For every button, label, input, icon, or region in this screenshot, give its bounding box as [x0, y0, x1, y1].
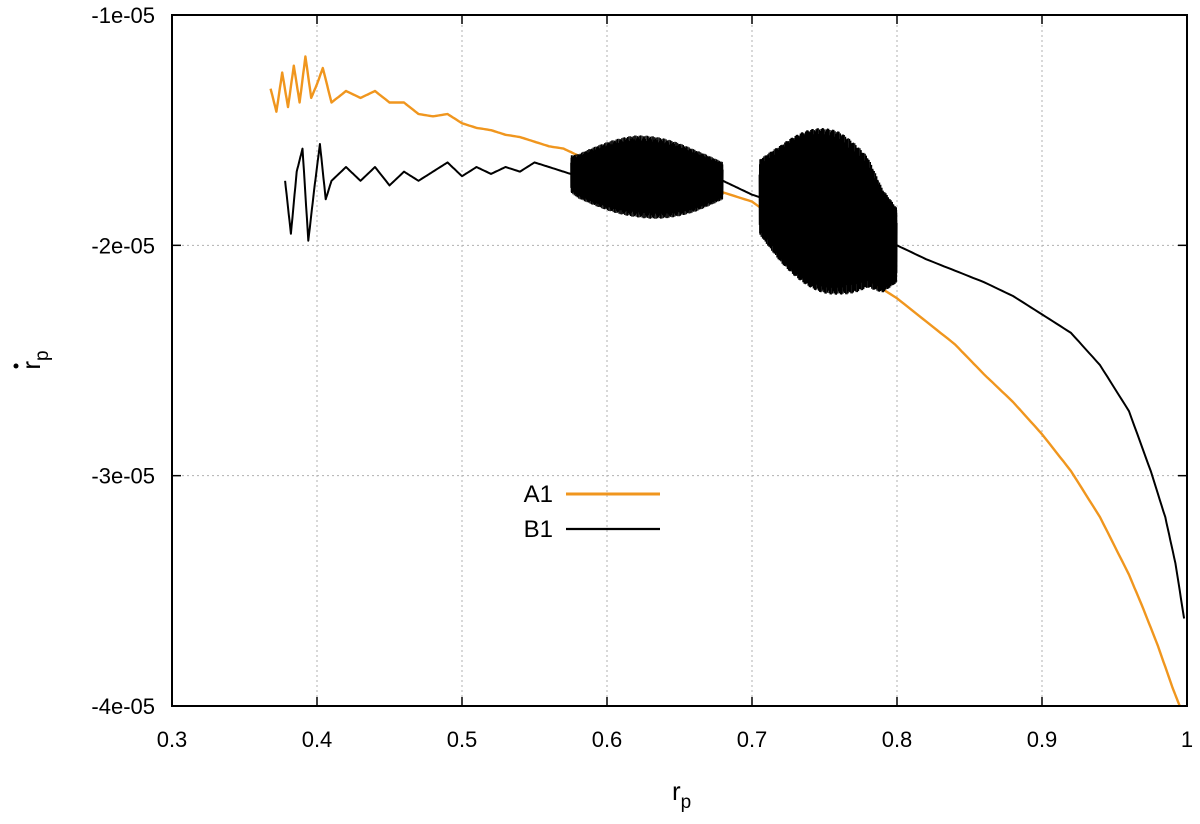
- svg-text:rp: rp: [672, 776, 691, 813]
- y-tick-label: -2e-05: [91, 233, 155, 258]
- grid-lines: [172, 15, 1187, 706]
- y-tick-label: -4e-05: [91, 694, 155, 719]
- y-tick-label: -1e-05: [91, 3, 155, 28]
- series-b1-line: [284, 143, 1186, 619]
- legend: A1 B1: [524, 481, 660, 543]
- x-tick-label: 0.3: [157, 727, 188, 752]
- x-tick-label: 1: [1181, 727, 1193, 752]
- y-axis-label-sub: p: [32, 350, 53, 361]
- series-b1-noise-band: [570, 135, 724, 219]
- x-tick-label: 0.6: [592, 727, 623, 752]
- x-tick-label: 0.5: [447, 727, 478, 752]
- x-tick-label: 0.7: [737, 727, 768, 752]
- series-a1-line: [269, 55, 1181, 707]
- series-b1-noise-band: [758, 127, 898, 295]
- x-tick-label: 0.8: [882, 727, 913, 752]
- legend-label-a1: A1: [524, 481, 553, 508]
- y-tick-label: -3e-05: [91, 464, 155, 489]
- legend-label-b1: B1: [524, 516, 553, 543]
- y-axis-label: rp: [13, 350, 53, 370]
- y-axis-label-main: r: [16, 361, 46, 370]
- axis-ticks: [171, 14, 1188, 707]
- series-lines: [269, 55, 1186, 707]
- y-axis-label-dot: [13, 363, 19, 369]
- tick-labels: 0.3 0.4 0.5 0.6 0.7 0.8 0.9 1 -1e-05 -2e-05 -3e-05…: [91, 3, 1193, 752]
- x-axis-label: rp: [672, 776, 691, 813]
- x-tick-label: 0.9: [1027, 727, 1058, 752]
- svg-text:rp: rp: [16, 350, 53, 369]
- x-axis-label-main: r: [672, 776, 681, 806]
- x-axis-label-sub: p: [681, 792, 692, 813]
- plot-frame: [171, 14, 1188, 707]
- x-tick-label: 0.4: [302, 727, 333, 752]
